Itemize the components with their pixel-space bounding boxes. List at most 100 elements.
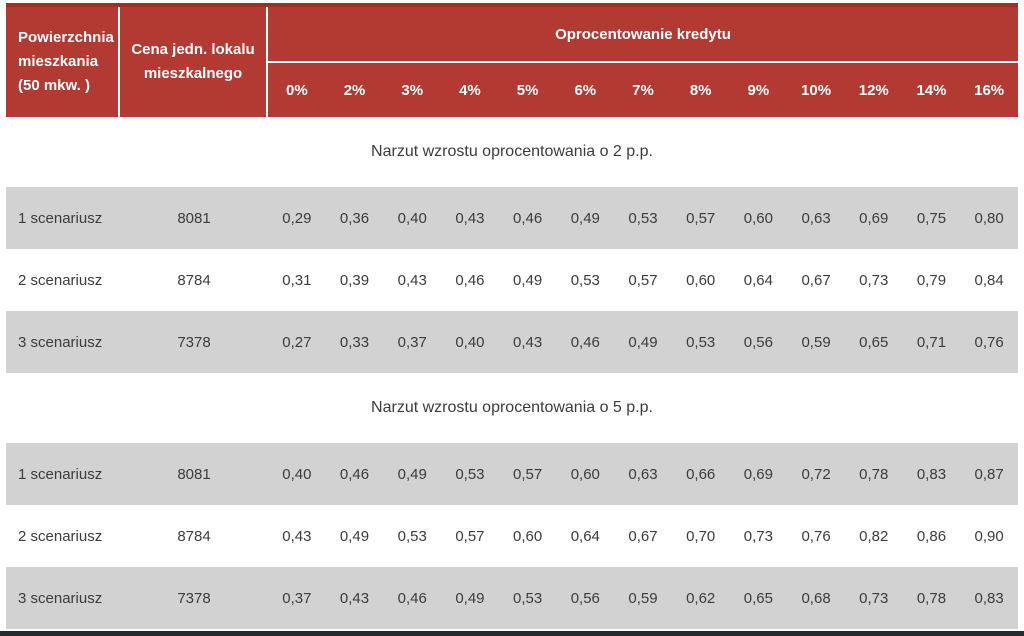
rate-value: 0,59	[801, 333, 831, 351]
rate-value: 0,79	[916, 271, 947, 289]
rate-value: 0,39	[339, 271, 370, 289]
rate-value: 0,65	[859, 333, 889, 351]
rate-value: 0,78	[916, 589, 947, 607]
scenario-label: 3 scenariusz	[18, 589, 103, 607]
section-title-5pp: Narzut wzrostu oprocentowania o 5 p.p.	[0, 373, 1024, 443]
rate-value: 0,76	[974, 333, 1004, 351]
rate-value: 0,46	[339, 465, 370, 483]
scenario-label: 1 scenariusz	[18, 465, 103, 483]
rate-value: 0,57	[513, 465, 543, 483]
rate-value: 0,69	[743, 465, 773, 483]
table-row: 1 scenariusz 8081 0,40 0,46 0,49 0,53 0,…	[6, 443, 1018, 505]
section-title-2pp: Narzut wzrostu oprocentowania o 2 p.p.	[0, 117, 1024, 187]
rate-value: 0,75	[916, 209, 947, 227]
rate-value: 0,36	[339, 209, 370, 227]
rate-value: 0,84	[974, 271, 1004, 289]
table-row: 3 scenariusz 7378 0,37 0,43 0,46 0,49 0,…	[6, 567, 1018, 629]
rate-value: 0,56	[570, 589, 600, 607]
rate-value: 0,73	[859, 589, 889, 607]
rate-value: 0,83	[974, 589, 1004, 607]
table-header: Powierzchnia mieszkania (50 mkw. ) Cena …	[6, 3, 1018, 117]
rate-value: 0,49	[397, 465, 427, 483]
table-row: 3 scenariusz 7378 0,27 0,33 0,37 0,40 0,…	[6, 311, 1018, 373]
rate-value: 0,49	[455, 589, 485, 607]
rate-value: 0,57	[628, 271, 658, 289]
rate-value: 0,82	[859, 527, 889, 545]
rate-value: 0,59	[628, 589, 658, 607]
rate-value: 0,64	[743, 271, 773, 289]
rate-value: 0,43	[397, 271, 427, 289]
rate-value: 0,53	[397, 527, 427, 545]
rate-value: 0,80	[974, 209, 1004, 227]
rate-value: 0,29	[282, 209, 312, 227]
rate-value: 0,56	[743, 333, 773, 351]
header-area-column: Powierzchnia mieszkania (50 mkw. )	[6, 7, 120, 117]
rate-value: 0,60	[570, 465, 600, 483]
rate-value: 0,53	[513, 589, 543, 607]
bottom-divider-bar	[0, 631, 1024, 636]
rate-value: 0,46	[513, 209, 543, 227]
rate-column-header: 3%	[401, 81, 424, 99]
unit-price: 8784	[177, 271, 211, 289]
table-row: 2 scenariusz 8784 0,43 0,49 0,53 0,57 0,…	[6, 505, 1018, 567]
header-rate-columns: 0% 2% 3% 4% 5% 6% 7% 8% 9% 10% 12% 14% 1…	[268, 63, 1018, 117]
rate-column-header: 2%	[343, 81, 366, 99]
rate-value: 0,63	[628, 465, 658, 483]
rate-column-header: 4%	[459, 81, 481, 99]
table-row: 2 scenariusz 8784 0,31 0,39 0,43 0,46 0,…	[6, 249, 1018, 311]
rate-value: 0,31	[282, 271, 312, 289]
rate-value: 0,73	[743, 527, 773, 545]
rate-value: 0,40	[455, 333, 485, 351]
rate-value: 0,53	[686, 333, 716, 351]
header-price-column: Cena jedn. lokalu mieszkalnego	[120, 7, 268, 117]
table-row: 1 scenariusz 8081 0,29 0,36 0,40 0,43 0,…	[6, 187, 1018, 249]
unit-price: 8081	[177, 465, 211, 483]
rate-value: 0,64	[570, 527, 600, 545]
scenario-label: 2 scenariusz	[18, 527, 103, 545]
unit-price: 7378	[177, 589, 211, 607]
unit-price: 7378	[177, 333, 211, 351]
rate-value: 0,53	[628, 209, 658, 227]
rate-value: 0,68	[801, 589, 831, 607]
header-rate-group-title: Oprocentowanie kredytu	[268, 7, 1018, 63]
header-rate-group: Oprocentowanie kredytu 0% 2% 3% 4% 5% 6%…	[268, 7, 1018, 117]
rate-column-header: 6%	[574, 81, 597, 99]
rate-value: 0,87	[974, 465, 1004, 483]
unit-price: 8784	[177, 527, 211, 545]
scenario-label: 2 scenariusz	[18, 271, 103, 289]
rate-value: 0,72	[801, 465, 831, 483]
rate-value: 0,70	[686, 527, 716, 545]
rate-value: 0,86	[916, 527, 947, 545]
rate-value: 0,90	[974, 527, 1004, 545]
rate-column-header: 10%	[801, 81, 832, 99]
rate-value: 0,63	[801, 209, 831, 227]
rate-value: 0,40	[282, 465, 312, 483]
rate-value: 0,43	[513, 333, 543, 351]
rate-value: 0,57	[686, 209, 716, 227]
rate-value: 0,78	[859, 465, 889, 483]
rate-value: 0,49	[628, 333, 658, 351]
rate-value: 0,43	[282, 527, 312, 545]
rate-column-header: 14%	[916, 81, 947, 99]
rate-column-header: 7%	[632, 81, 654, 99]
rate-value: 0,49	[570, 209, 600, 227]
rate-value: 0,49	[339, 527, 370, 545]
scenario-label: 3 scenariusz	[18, 333, 103, 351]
rate-column-header: 9%	[747, 81, 770, 99]
rate-value: 0,60	[686, 271, 716, 289]
rate-value: 0,69	[859, 209, 889, 227]
scenario-label: 1 scenariusz	[18, 209, 103, 227]
rate-value: 0,43	[455, 209, 485, 227]
rate-value: 0,46	[455, 271, 485, 289]
rate-value: 0,60	[513, 527, 543, 545]
rate-value: 0,71	[916, 333, 947, 351]
rate-value: 0,66	[686, 465, 716, 483]
rate-value: 0,27	[282, 333, 312, 351]
unit-price: 8081	[177, 209, 211, 227]
rate-value: 0,53	[570, 271, 600, 289]
rate-column-header: 12%	[858, 81, 889, 99]
rate-value: 0,37	[282, 589, 312, 607]
rate-column-header: 16%	[974, 81, 1005, 99]
rate-value: 0,33	[339, 333, 370, 351]
